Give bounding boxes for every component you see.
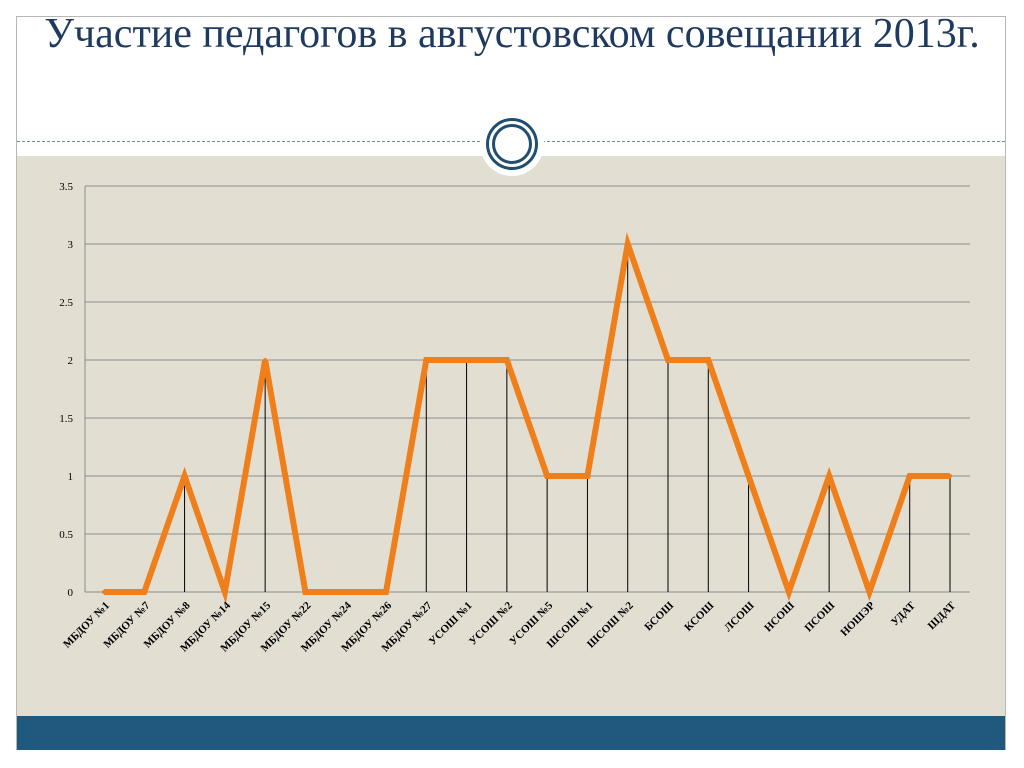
data-point <box>384 590 388 594</box>
y-tick-label: 0.5 <box>59 529 73 541</box>
x-category-label: ПСОШ <box>803 600 838 635</box>
y-tick-label: 3 <box>68 239 74 251</box>
data-point <box>424 358 429 362</box>
data-point <box>464 358 469 362</box>
footer-bar <box>17 716 1005 750</box>
y-tick-label: 2.5 <box>59 297 73 309</box>
y-tick-label: 2 <box>68 355 74 367</box>
data-point <box>786 590 791 594</box>
chart-panel <box>17 156 1005 716</box>
data-point <box>625 242 630 246</box>
data-point <box>746 474 751 478</box>
data-point <box>545 474 550 478</box>
data-point <box>867 590 872 594</box>
data-point <box>706 358 711 362</box>
y-tick-label: 3.5 <box>59 181 73 193</box>
x-category-label: КСОШ <box>682 600 716 634</box>
x-category-label: ШДАТ <box>926 599 959 632</box>
data-point <box>182 474 187 478</box>
x-category-label: УДАТ <box>889 599 918 628</box>
data-point <box>142 590 147 594</box>
data-point <box>343 590 348 594</box>
data-point <box>907 474 912 478</box>
data-point <box>303 590 308 594</box>
data-point <box>504 358 509 362</box>
data-point <box>585 474 590 478</box>
series-line <box>104 232 950 604</box>
y-tick-label: 0 <box>68 587 74 599</box>
data-point <box>263 358 268 362</box>
data-point <box>222 590 227 594</box>
y-tick-label: 1 <box>68 471 74 483</box>
x-category-label: БСОШ <box>642 600 676 634</box>
x-category-label: ЛСОШ <box>722 600 756 634</box>
ornament-inner-ring <box>492 124 532 164</box>
x-category-label: НОШЭР <box>838 599 877 638</box>
data-point <box>102 590 106 594</box>
data-point <box>666 358 670 362</box>
data-point <box>827 474 832 478</box>
slide-title: Участие педагогов в августовском совещан… <box>44 11 980 57</box>
y-tick-label: 1.5 <box>59 413 73 425</box>
x-category-label: НСОШ <box>762 600 797 635</box>
data-point <box>948 474 952 478</box>
